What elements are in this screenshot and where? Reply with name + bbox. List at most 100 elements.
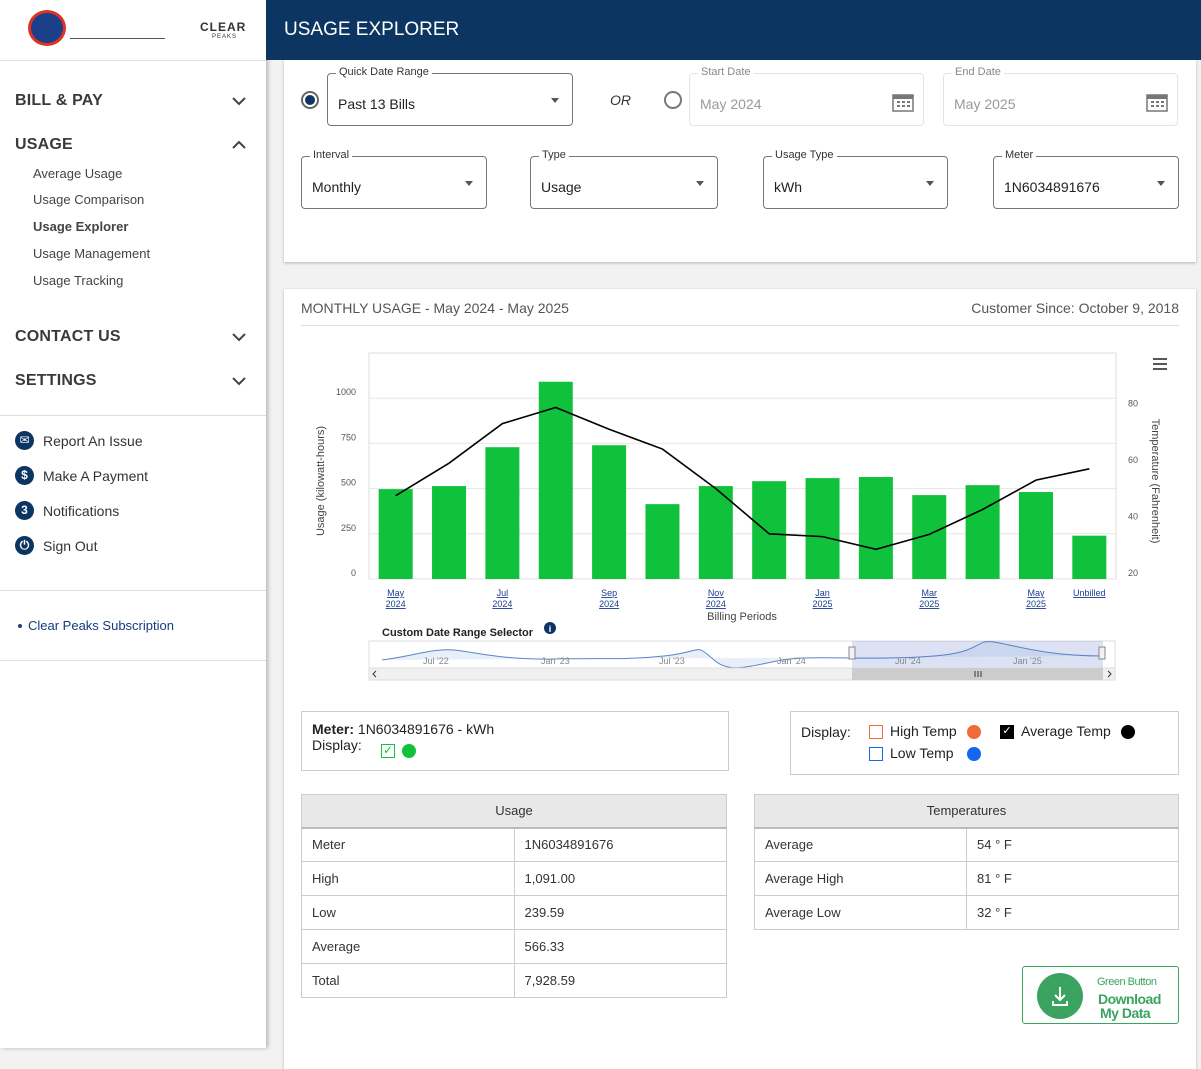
nav-section[interactable]: BILL & PAY: [15, 92, 103, 109]
x-tick-label: Mar 2025: [919, 588, 939, 609]
field-value: 1N6034891676: [1004, 179, 1100, 195]
navigator-label: Jul '23: [659, 656, 685, 666]
info-glyph: i: [549, 624, 552, 634]
field-value: Usage: [541, 179, 582, 195]
action[interactable]: Make A Payment: [43, 468, 149, 484]
nav-section[interactable]: USAGE: [15, 136, 73, 153]
bar: [965, 485, 1000, 579]
legend-dot: [967, 725, 981, 739]
separator: [0, 590, 266, 591]
field-label: Usage Type: [772, 149, 837, 161]
y2-tick-label: 40: [1128, 512, 1138, 522]
nav-section[interactable]: CONTACT US: [15, 328, 121, 345]
bar: [805, 478, 840, 579]
gb-line2: Download: [1098, 991, 1161, 1007]
bar: [858, 477, 893, 579]
table-cell: Average Low: [754, 895, 967, 930]
menu-icon: [1153, 363, 1167, 365]
field-label: Meter: [1002, 149, 1037, 161]
checkbox[interactable]: [869, 725, 883, 739]
end-date[interactable]: End Date May 2025: [943, 66, 1178, 126]
bar: [698, 486, 733, 579]
type-select[interactable]: Type Usage: [530, 149, 718, 209]
plot-area: [368, 352, 1117, 580]
action[interactable]: Report An Issue: [43, 433, 143, 449]
y-axis-title: Usage (kilowatt-hours): [315, 426, 327, 536]
y-tick-label: 0: [351, 568, 356, 578]
action[interactable]: Notifications: [43, 503, 120, 519]
usage-type-select[interactable]: Usage Type kWh: [763, 149, 948, 209]
y-tick-label: 250: [341, 523, 356, 533]
nav-item[interactable]: Average Usage: [33, 166, 123, 181]
usage-table: Usage Meter 1N6034891676 High 1,091.00 Low 23…: [301, 794, 727, 998]
bar: [485, 447, 520, 579]
radio[interactable]: [664, 91, 682, 109]
gb-line1: Green Button: [1097, 976, 1157, 988]
start-date[interactable]: Start Date May 2024: [689, 66, 924, 126]
logo-mark: [28, 10, 66, 46]
handle: [1098, 646, 1106, 660]
bar: [645, 504, 680, 579]
field-label: End Date: [952, 66, 1004, 78]
table-cell: Average: [754, 827, 967, 862]
x-tick-label: Nov 2024: [706, 588, 726, 609]
table-row: Low 239.59: [301, 895, 727, 930]
logo-rule: [70, 38, 165, 39]
x-tick-label: Sep 2024: [599, 588, 619, 609]
option-label: Low Temp: [890, 745, 954, 761]
filter-card: Quick Date Range Past 13 Bills OR Start D…: [284, 60, 1196, 262]
nav-item[interactable]: Usage Explorer: [33, 219, 129, 234]
table-cell: 566.33: [513, 929, 727, 964]
icon-report: ✉: [15, 431, 34, 450]
temp-line: [395, 406, 1090, 551]
checkbox[interactable]: [869, 747, 883, 761]
bar: [378, 489, 413, 579]
bar: [592, 445, 627, 579]
nav-item[interactable]: Usage Tracking: [33, 273, 124, 288]
y2-tick-label: 60: [1128, 455, 1138, 465]
nav-section[interactable]: SETTINGS: [15, 372, 97, 389]
field-value: Monthly: [312, 179, 362, 195]
checkbox[interactable]: ✓: [381, 743, 395, 758]
logo-brand: CLEAR: [200, 20, 247, 34]
temp-display-panel: Display: High Temp ✓ Average Temp Low Temp: [790, 711, 1179, 775]
scroll-arrows: [372, 670, 1112, 678]
y2-tick-label: 80: [1128, 399, 1138, 409]
radio-selected[interactable]: [301, 91, 319, 109]
action[interactable]: Sign Out: [43, 538, 98, 554]
table-cell: Low: [301, 895, 515, 930]
navigator-series: [381, 641, 1105, 669]
green-button[interactable]: Green Button Download My Data: [1022, 966, 1179, 1024]
y-tick-label: 750: [341, 432, 356, 442]
table-row: High 1,091.00: [301, 861, 727, 896]
bullet: [18, 624, 22, 628]
navigator-label: Jan '23: [541, 656, 570, 666]
subscription-link[interactable]: Clear Peaks Subscription: [28, 618, 174, 633]
logo-sub: PEAKS: [212, 34, 238, 40]
table-cell: 7,928.59: [513, 963, 727, 998]
field-label: Start Date: [698, 66, 754, 78]
chevrons: [232, 97, 246, 386]
chart-title: MONTHLY USAGE - May 2024 - May 2025: [301, 300, 569, 316]
customer-since: Customer Since: October 9, 2018: [971, 300, 1179, 316]
checkbox[interactable]: ✓: [1000, 725, 1014, 739]
table-row: Average Low 32 ° F: [754, 895, 1179, 930]
field-label: Type: [539, 149, 569, 161]
meter-select[interactable]: Meter 1N6034891676: [993, 149, 1179, 209]
x-tick-label: May 2025: [1026, 588, 1046, 609]
calendar-icon: [1146, 94, 1168, 112]
bar: [538, 381, 573, 579]
interval-select[interactable]: Interval Monthly: [301, 149, 487, 209]
field-value: Past 13 Bills: [338, 96, 416, 112]
quick-range-select[interactable]: Quick Date Range Past 13 Bills: [327, 66, 573, 126]
table-row: Total 7,928.59: [301, 963, 727, 998]
gb-line3: My Data: [1100, 1005, 1151, 1021]
field-value: kWh: [774, 179, 802, 195]
table-cell: Average High: [754, 861, 967, 896]
table-cell: 1N6034891676: [513, 827, 727, 862]
legend-dot: [1121, 725, 1135, 739]
nav-item[interactable]: Usage Comparison: [33, 192, 145, 207]
nav-item[interactable]: Usage Management: [33, 246, 151, 261]
separator: [301, 325, 1179, 326]
table-cell: Meter: [301, 827, 515, 862]
